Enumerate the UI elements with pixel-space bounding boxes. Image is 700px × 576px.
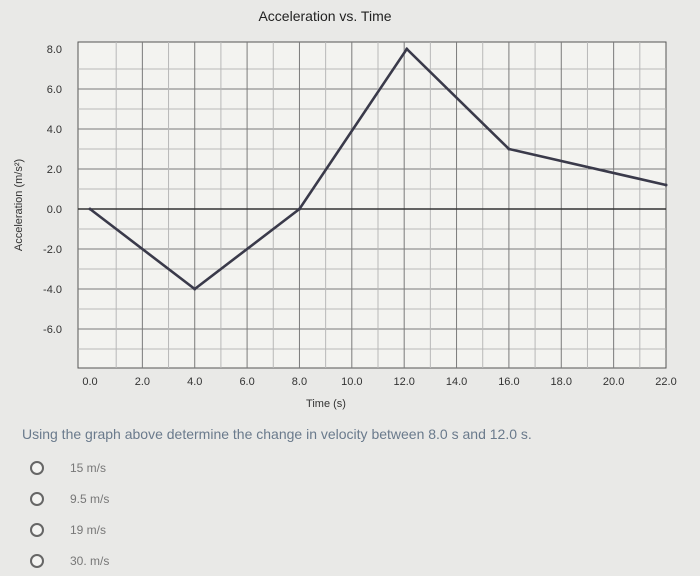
- radio-button[interactable]: [30, 522, 44, 537]
- option-label: 15 m/s: [70, 460, 107, 475]
- data-point: [193, 287, 197, 291]
- x-tick-label: 6.0: [239, 376, 254, 388]
- y-tick-label: 0.0: [47, 204, 62, 216]
- y-tick-label: -4.0: [43, 284, 62, 296]
- x-axis-ticks: 0.0 2.0 4.0 6.0 8.0 10.0 12.0 14.0 16.0 18.0 20.0 2…: [82, 376, 676, 388]
- y-tick-label: -2.0: [43, 244, 62, 256]
- y-tick-label: 2.0: [47, 164, 62, 176]
- option-3[interactable]: 19 m/s: [30, 514, 109, 545]
- x-tick-label: 10.0: [341, 376, 362, 388]
- option-4[interactable]: 30. m/s: [30, 545, 109, 576]
- y-tick-label: -6.0: [43, 324, 62, 336]
- x-tick-label: 22.0: [655, 376, 676, 388]
- answer-options: 15 m/s 9.5 m/s 19 m/s 30. m/s: [30, 452, 109, 576]
- series-line: [89, 46, 667, 291]
- option-2[interactable]: 9.5 m/s: [30, 483, 109, 514]
- y-axis-label: Acceleration (m/s²): [13, 159, 25, 251]
- option-label: 30. m/s: [70, 553, 110, 568]
- x-tick-label: 12.0: [393, 376, 414, 388]
- x-tick-label: 4.0: [187, 376, 202, 388]
- x-tick-label: 2.0: [135, 376, 150, 388]
- y-tick-label: 4.0: [47, 124, 62, 136]
- x-tick-label: 20.0: [603, 376, 624, 388]
- option-label: 19 m/s: [70, 522, 107, 537]
- acceleration-chart: Acceleration vs. Time 0.0 2.0 4.0 6.0 8.0 10.…: [13, 8, 677, 410]
- x-tick-label: 14.0: [446, 376, 467, 388]
- radio-button[interactable]: [30, 553, 44, 568]
- x-axis-label: Time (s): [306, 398, 346, 410]
- x-tick-label: 8.0: [292, 376, 307, 388]
- grid-lines: [78, 42, 666, 368]
- chart-title: Acceleration vs. Time: [258, 8, 391, 24]
- y-tick-label: 8.0: [47, 44, 62, 56]
- question-text: Using the graph above determine the chan…: [22, 426, 532, 442]
- option-1[interactable]: 15 m/s: [30, 452, 109, 483]
- radio-button[interactable]: [30, 460, 44, 475]
- radio-button[interactable]: [30, 491, 44, 506]
- data-point: [664, 183, 668, 187]
- series-layer: [88, 46, 668, 291]
- y-tick-label: 6.0: [47, 84, 62, 96]
- x-tick-label: 16.0: [498, 376, 519, 388]
- x-tick-label: 18.0: [551, 376, 572, 388]
- data-point: [297, 207, 301, 211]
- data-point: [88, 207, 92, 211]
- option-label: 9.5 m/s: [70, 491, 110, 506]
- data-point: [405, 47, 409, 51]
- x-tick-label: 0.0: [82, 376, 97, 388]
- y-axis-ticks: 8.0 6.0 4.0 2.0 0.0 -2.0 -4.0 -6.0: [43, 44, 62, 336]
- plot-area: [77, 41, 667, 369]
- data-point: [507, 147, 511, 151]
